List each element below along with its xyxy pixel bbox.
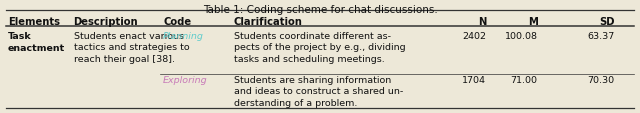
- Text: Code: Code: [163, 16, 191, 26]
- Text: SD: SD: [599, 16, 614, 26]
- Text: Table 1: Coding scheme for chat discussions.: Table 1: Coding scheme for chat discussi…: [203, 5, 437, 15]
- Text: 2402: 2402: [462, 32, 486, 41]
- Text: Students coordinate different as-
pects of the project by e.g., dividing
tasks a: Students coordinate different as- pects …: [234, 32, 405, 63]
- Text: Planning: Planning: [163, 32, 204, 41]
- Text: 63.37: 63.37: [587, 32, 614, 41]
- Text: 71.00: 71.00: [511, 75, 538, 84]
- Text: N: N: [478, 16, 486, 26]
- Text: Students are sharing information
and ideas to construct a shared un-
derstanding: Students are sharing information and ide…: [234, 75, 403, 107]
- Text: Exploring: Exploring: [163, 75, 208, 84]
- Text: 1704: 1704: [462, 75, 486, 84]
- Text: Description: Description: [74, 16, 138, 26]
- Text: 100.08: 100.08: [504, 32, 538, 41]
- Text: 70.30: 70.30: [588, 75, 614, 84]
- Text: Elements: Elements: [8, 16, 60, 26]
- Text: M: M: [528, 16, 538, 26]
- Text: Task
enactment: Task enactment: [8, 32, 65, 52]
- Text: Students enact various
tactics and strategies to
reach their goal [38].: Students enact various tactics and strat…: [74, 32, 189, 63]
- Text: Clarification: Clarification: [234, 16, 303, 26]
